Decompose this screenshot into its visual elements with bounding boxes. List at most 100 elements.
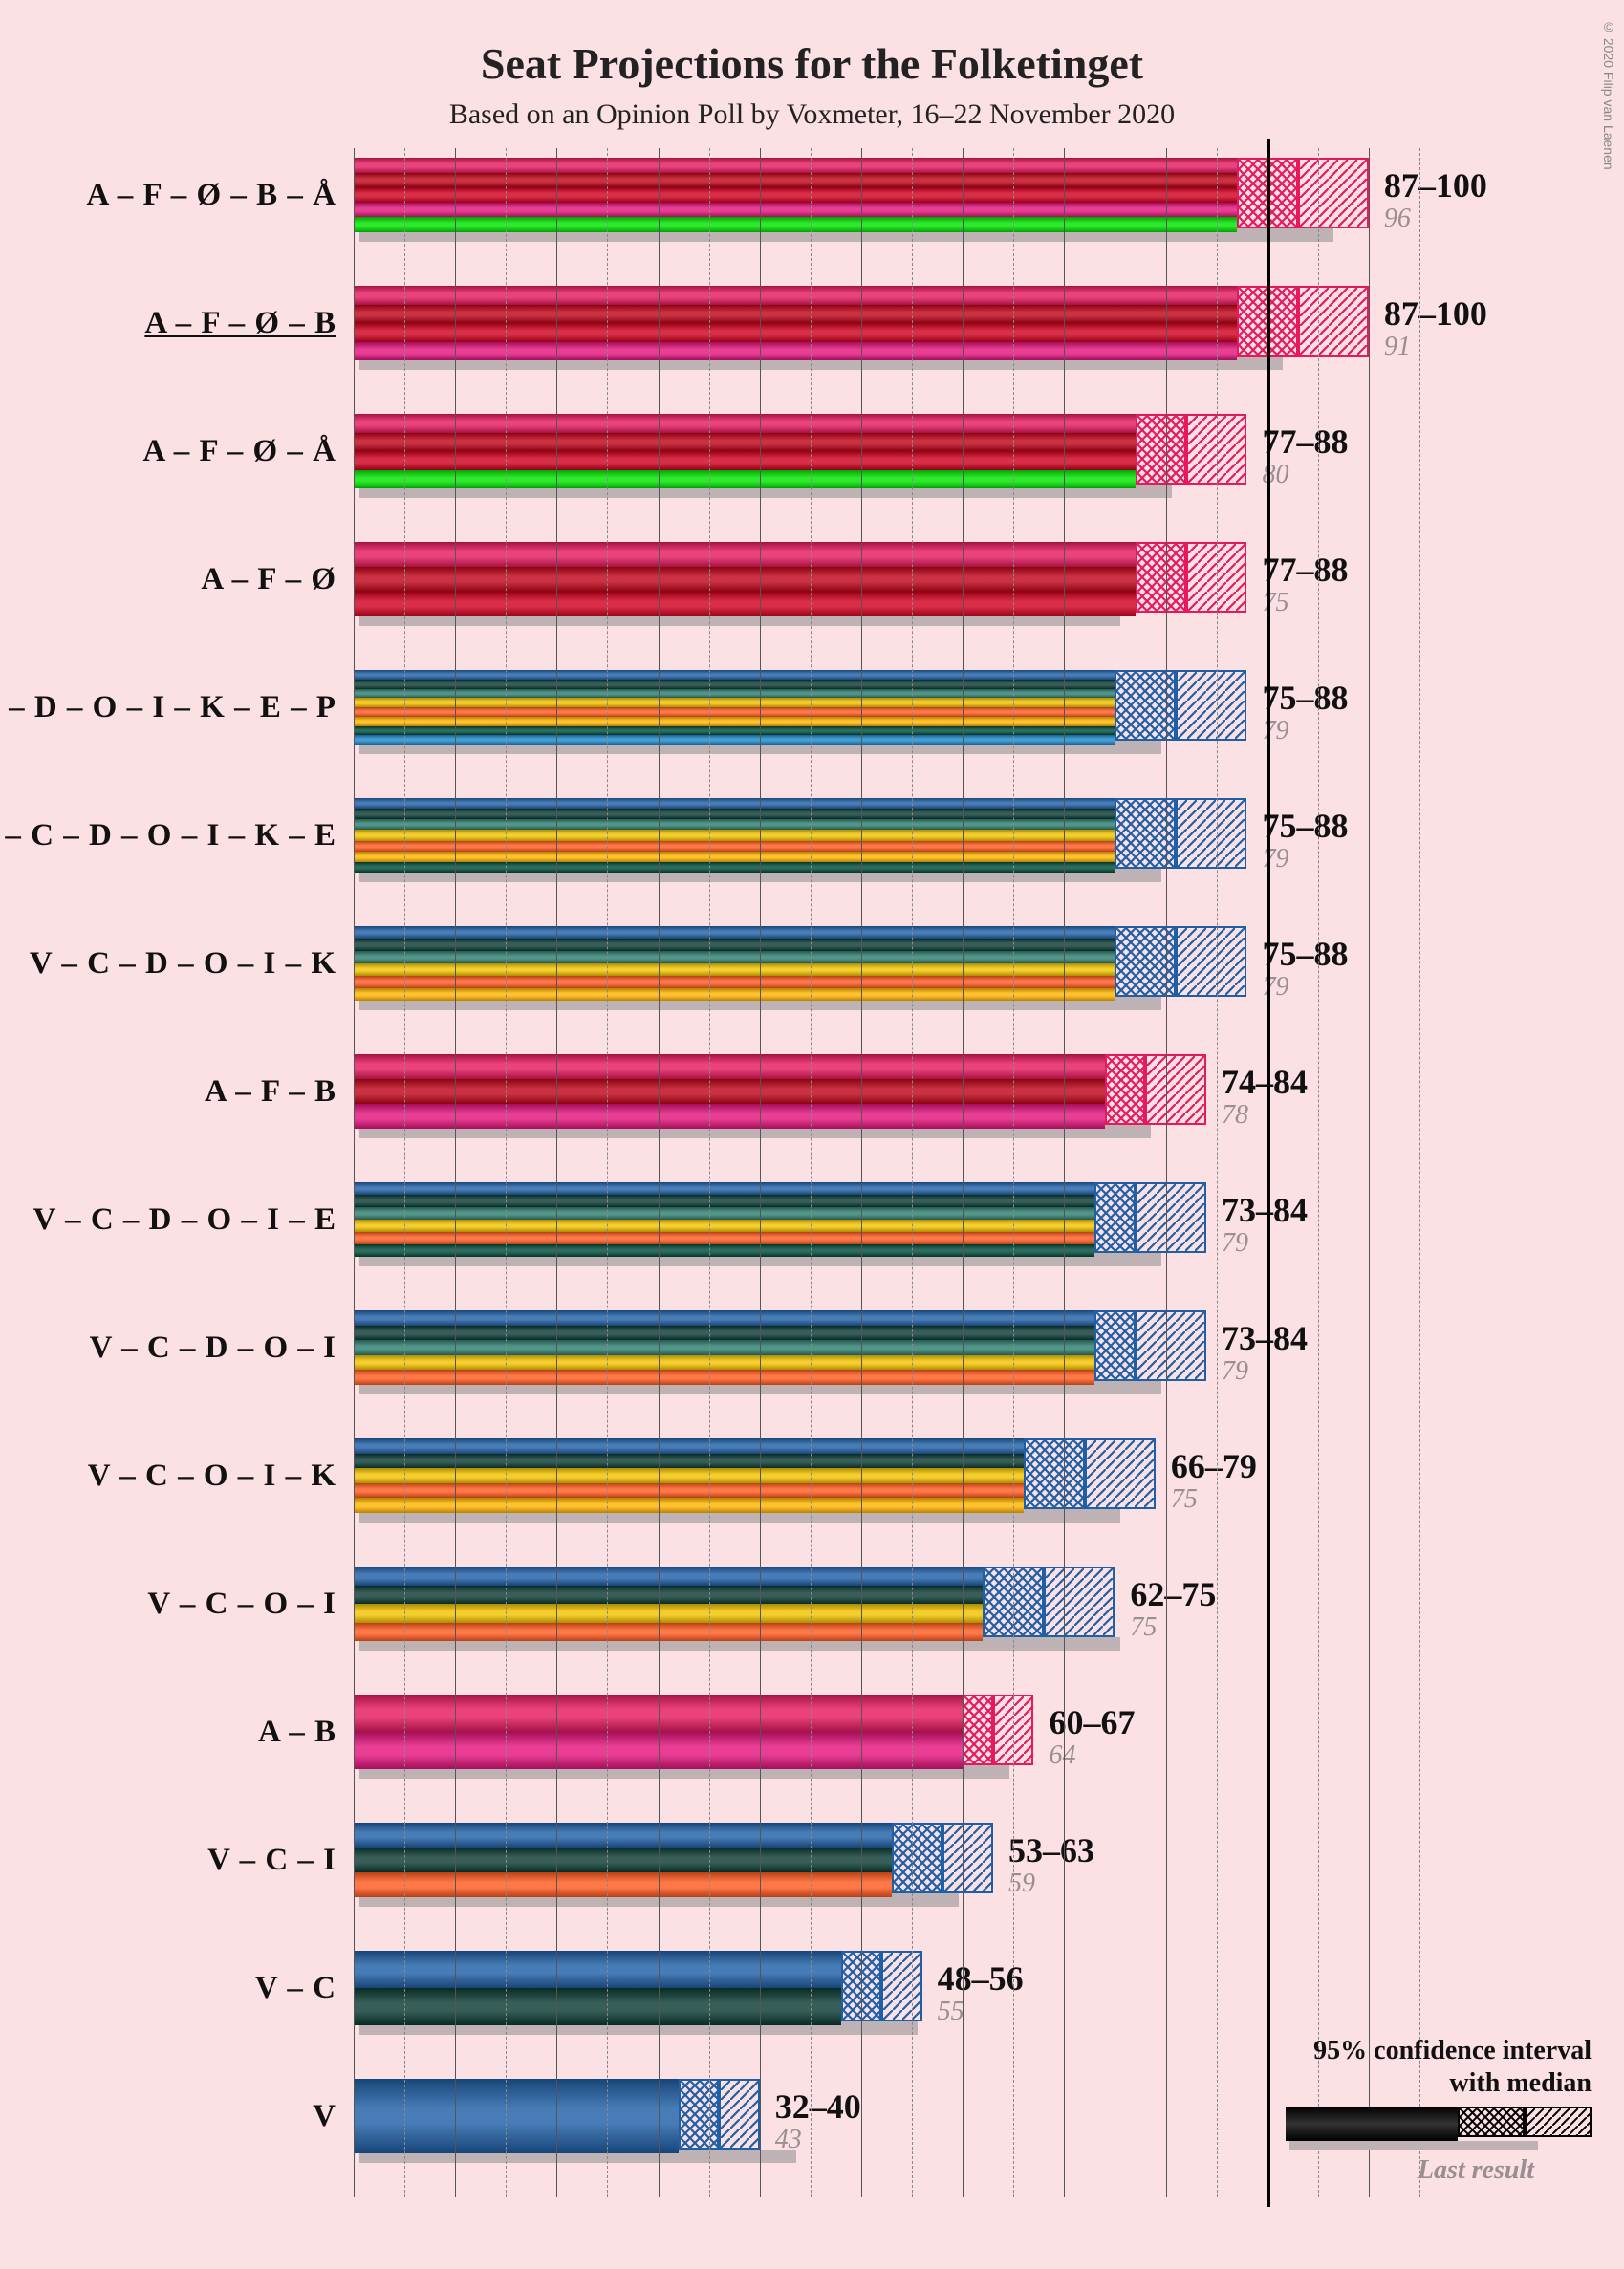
- gridline-minor: [811, 148, 812, 2197]
- ci-lower: [963, 1695, 993, 1765]
- ci-upper: [1176, 798, 1246, 869]
- ci-upper: [1085, 1438, 1156, 1509]
- gridline-major: [455, 148, 456, 2197]
- seat-projection-chart: A – F – Ø – B – Å87–10096A – F – Ø – B87…: [354, 148, 1419, 2213]
- previous-label: 75: [1262, 588, 1288, 618]
- gridline-minor: [709, 148, 710, 2197]
- previous-label: 64: [1049, 1740, 1075, 1771]
- range-label: 77–88: [1262, 421, 1348, 462]
- coalition-label: V – C – D – O – I – E: [33, 1202, 336, 1238]
- ci-upper: [719, 2079, 759, 2150]
- legend-title: 95% confidence interval with median: [1247, 2035, 1592, 2099]
- coalition-row: V – C – D – O – I – K – E75–8879: [354, 789, 1419, 913]
- previous-label: 91: [1384, 332, 1411, 362]
- coalition-bar: [354, 286, 1237, 360]
- gridline-major: [354, 148, 355, 2197]
- coalition-row: A – F – Ø – Å77–8880: [354, 404, 1419, 529]
- gridline-minor: [1419, 148, 1420, 2197]
- ci-upper: [1136, 1182, 1206, 1253]
- majority-line: [1267, 139, 1270, 2207]
- coalition-bar: [354, 2079, 679, 2153]
- previous-label: 78: [1222, 1100, 1248, 1131]
- coalition-label: A – B: [258, 1715, 336, 1750]
- gridline-minor: [1013, 148, 1014, 2197]
- coalition-bar: [354, 1182, 1094, 1257]
- coalition-label: V: [313, 2099, 336, 2134]
- coalition-row: V – C – O – I62–7575: [354, 1557, 1419, 1681]
- previous-label: 80: [1262, 460, 1288, 490]
- ci-lower: [1115, 926, 1176, 997]
- range-label: 60–67: [1049, 1702, 1135, 1742]
- ci-upper: [1298, 286, 1369, 357]
- previous-label: 43: [775, 2125, 802, 2155]
- coalition-label: V – C – D – O – I – K – E – P: [0, 690, 336, 725]
- range-label: 73–84: [1222, 1190, 1308, 1230]
- coalition-label: A – F – Ø – Å: [143, 434, 336, 469]
- ci-upper: [942, 1823, 993, 1893]
- ci-lower: [1105, 1054, 1145, 1125]
- ci-lower: [679, 2079, 719, 2150]
- ci-upper: [1136, 1310, 1206, 1381]
- coalition-row: V – C – D – O – I73–8479: [354, 1301, 1419, 1425]
- ci-lower: [1024, 1438, 1085, 1509]
- coalition-bar: [354, 1438, 1024, 1513]
- gridline-major: [760, 148, 761, 2197]
- coalition-row: V – C – I53–6359: [354, 1813, 1419, 1937]
- range-label: 53–63: [1008, 1830, 1094, 1870]
- previous-label: 59: [1008, 1869, 1035, 1899]
- gridline-major: [1064, 148, 1065, 2197]
- coalition-label: V – C – O – I – K: [88, 1459, 336, 1494]
- previous-label: 79: [1262, 972, 1288, 1003]
- range-label: 32–40: [775, 2086, 861, 2127]
- gridline-minor: [506, 148, 507, 2197]
- gridline-minor: [607, 148, 608, 2197]
- gridline-major: [556, 148, 557, 2197]
- ci-lower: [1136, 542, 1186, 613]
- ci-upper: [1298, 158, 1369, 228]
- range-label: 48–56: [938, 1958, 1024, 1999]
- gridline-major: [1369, 148, 1370, 2197]
- coalition-row: A – F – B74–8478: [354, 1045, 1419, 1169]
- coalition-row: A – F – Ø77–8875: [354, 532, 1419, 657]
- coalition-label: A – F – B: [205, 1074, 336, 1110]
- coalition-bar: [354, 1567, 983, 1641]
- coalition-row: A – F – Ø – B87–10091: [354, 276, 1419, 400]
- coalition-label: A – F – Ø – B: [144, 306, 336, 341]
- coalition-bar: [354, 670, 1115, 745]
- coalition-bar: [354, 542, 1136, 616]
- coalition-bar: [354, 414, 1136, 488]
- previous-label: 79: [1222, 1356, 1248, 1387]
- gridline-minor: [912, 148, 913, 2197]
- coalition-label: V – C – D – O – I: [90, 1330, 336, 1366]
- ci-lower: [1136, 414, 1186, 485]
- coalition-bar: [354, 1310, 1094, 1385]
- coalition-row: V – C – D – O – I – K – E – P75–8879: [354, 660, 1419, 785]
- ci-upper: [1145, 1054, 1206, 1125]
- gridline-minor: [1217, 148, 1218, 2197]
- coalition-row: V – C – D – O – I – K75–8879: [354, 917, 1419, 1041]
- range-label: 75–88: [1262, 806, 1348, 846]
- coalition-label: V – C – D – O – I – K: [30, 946, 336, 982]
- range-label: 73–84: [1222, 1318, 1308, 1358]
- legend: 95% confidence interval with medianLast …: [1247, 2035, 1592, 2186]
- previous-label: 79: [1262, 844, 1288, 875]
- coalition-row: A – B60–6764: [354, 1685, 1419, 1809]
- ci-upper: [1176, 926, 1246, 997]
- coalition-row: V – C – D – O – I – E73–8479: [354, 1173, 1419, 1297]
- gridline-minor: [1318, 148, 1319, 2197]
- range-label: 62–75: [1130, 1574, 1216, 1614]
- legend-bar: [1286, 2107, 1592, 2145]
- range-label: 75–88: [1262, 678, 1348, 718]
- gridline-major: [861, 148, 862, 2197]
- previous-label: 75: [1130, 1612, 1157, 1643]
- coalition-row: A – F – Ø – B – Å87–10096: [354, 148, 1419, 272]
- coalition-label: V – C – O – I: [147, 1587, 336, 1622]
- ci-upper: [1044, 1567, 1115, 1637]
- range-label: 74–84: [1222, 1062, 1308, 1102]
- coalition-label: A – F – Ø: [201, 562, 336, 597]
- coalition-bar: [354, 1054, 1105, 1129]
- ci-lower: [1115, 798, 1176, 869]
- ci-upper: [881, 1951, 921, 2021]
- gridline-major: [1166, 148, 1167, 2197]
- coalition-bar: [354, 158, 1237, 232]
